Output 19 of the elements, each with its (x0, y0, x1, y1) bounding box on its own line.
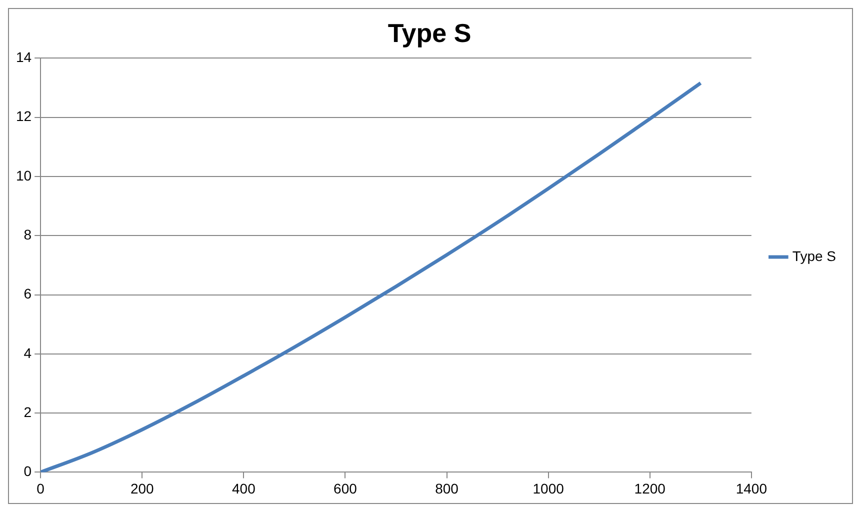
x-tick-label: 1400 (736, 480, 768, 496)
y-tick-label: 4 (24, 344, 32, 361)
y-tick-label: 2 (24, 404, 32, 420)
x-tick-label: 0 (36, 480, 45, 496)
x-tick-label: 200 (130, 480, 154, 496)
x-tick-label: 1000 (532, 480, 564, 496)
y-tick-label: 10 (16, 167, 32, 184)
y-tick-label: 14 (16, 49, 32, 66)
x-tick-label: 1200 (634, 480, 666, 496)
line-series (40, 81, 702, 472)
y-tick-label: 6 (24, 286, 32, 302)
x-tick-label: 400 (232, 480, 256, 496)
y-tick-label: 8 (24, 226, 32, 242)
legend-label: Type S (792, 248, 836, 264)
x-tick-label: 800 (435, 480, 459, 496)
x-tick-label: 600 (334, 480, 358, 496)
chart-title: Type S (388, 18, 472, 48)
y-tick-label: 12 (16, 108, 32, 124)
y-tick-label: 0 (24, 463, 32, 480)
